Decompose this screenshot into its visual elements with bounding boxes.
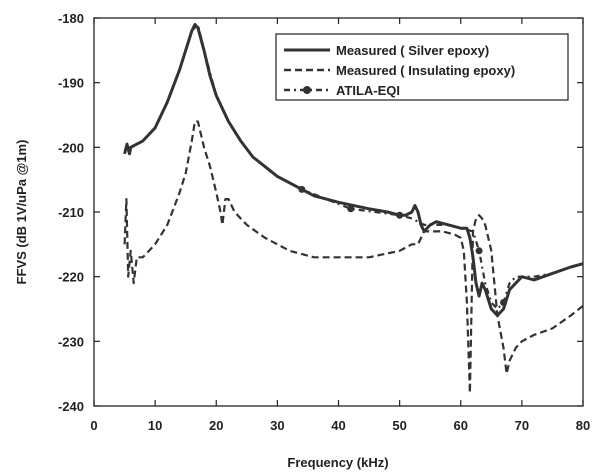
- series-markers: [298, 185, 508, 307]
- y-tick-label: -190: [58, 76, 84, 91]
- y-tick-label: -240: [58, 399, 84, 414]
- y-tick-labels: -180 -190 -200 -210 -220 -230 -240: [58, 11, 84, 414]
- legend-marker-atila: [303, 86, 311, 94]
- legend-label-atila: ATILA-EQI: [336, 83, 400, 98]
- axis-ticks: [93, 17, 584, 407]
- legend-box: [275, 33, 569, 101]
- x-tick-label: 50: [392, 418, 406, 433]
- data-point-marker: [500, 299, 508, 307]
- y-tick-label: -210: [58, 205, 84, 220]
- x-tick-label: 10: [148, 418, 162, 433]
- y-tick-label: -220: [58, 270, 84, 285]
- data-point-marker: [475, 247, 483, 255]
- legend-label-silver: Measured ( Silver epoxy): [336, 43, 489, 58]
- data-point-marker: [347, 205, 355, 213]
- data-point-marker: [298, 185, 306, 193]
- y-axis-title: FFVS (dB 1V/uPa @1m): [14, 140, 29, 285]
- x-tick-label: 40: [331, 418, 345, 433]
- series-line-insulating-epoxy: [123, 120, 584, 395]
- x-tick-label: 60: [454, 418, 468, 433]
- x-tick-label: 30: [270, 418, 284, 433]
- data-point-marker: [396, 211, 404, 219]
- x-tick-label: 80: [576, 418, 590, 433]
- series-line-atila-eqi: [124, 23, 584, 311]
- y-tick-label: -230: [58, 334, 84, 349]
- x-tick-label: 20: [209, 418, 223, 433]
- x-axis-title: Frequency (kHz): [287, 455, 388, 470]
- legend-label-insulating: Measured ( Insulating epoxy): [336, 63, 515, 78]
- y-tick-label: -180: [58, 11, 84, 26]
- y-tick-label: -200: [58, 140, 84, 155]
- x-tick-label: 0: [90, 418, 97, 433]
- x-tick-label: 70: [515, 418, 529, 433]
- legend: Measured ( Silver epoxy) Measured ( Insu…: [275, 33, 569, 101]
- x-tick-labels: 0 10 20 30 40 50 60 70 80: [90, 418, 590, 433]
